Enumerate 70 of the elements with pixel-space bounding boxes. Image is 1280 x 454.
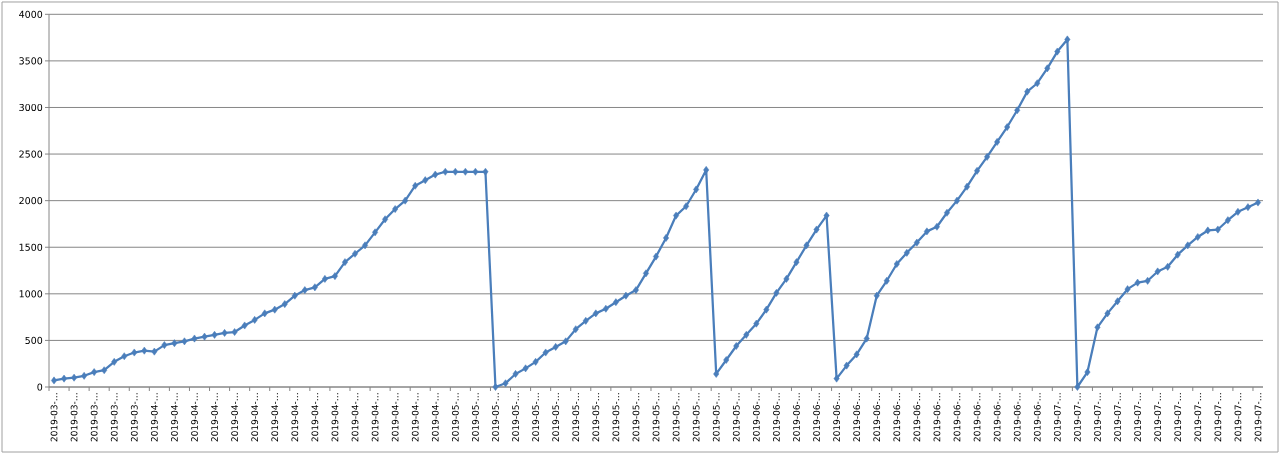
y-tick-label: 1500 [19, 243, 43, 251]
x-tick-label: 2019-05-… [632, 393, 640, 442]
x-tick-label: 2019-03-… [110, 393, 118, 442]
x-tick-label: 2019-04-… [411, 393, 419, 442]
x-tick-label: 2019-07-… [1094, 393, 1101, 442]
x-tick-label: 2019-04-… [231, 393, 239, 442]
x-tick-label: 2019-05-… [472, 393, 479, 442]
x-tick-label: 2019-07-… [1154, 393, 1162, 442]
y-tick-label: 0 [37, 383, 43, 391]
x-tick-label: 2019-06-… [873, 393, 881, 442]
x-tick-label: 2019-05-… [532, 393, 540, 442]
x-tick-label: 2019-06-… [933, 393, 941, 442]
y-tick-label: 1000 [19, 290, 43, 298]
x-tick-label: 2019-06-… [1033, 393, 1041, 442]
x-tick-label: 2019-06-… [893, 393, 901, 442]
x-tick-label: 2019-05-… [552, 393, 560, 442]
x-tick-label: 2019-04-… [311, 393, 319, 442]
x-tick-label: 2019-05-… [652, 393, 660, 442]
x-tick-label: 2019-05-… [732, 393, 740, 442]
x-tick-label: 2019-06-… [913, 393, 921, 442]
x-tick-label: 2019-06-… [752, 393, 760, 442]
x-tick-label: 2019-06-… [853, 393, 861, 442]
x-tick-label: 2019-04-… [331, 393, 339, 442]
x-tick-label: 2019-04-… [150, 393, 158, 442]
x-tick-label: 2019-03-… [50, 393, 58, 442]
y-tick-label: 3500 [19, 57, 43, 65]
x-tick-label: 2019-06-… [993, 393, 1001, 442]
y-tick-label: 4000 [19, 10, 43, 18]
x-tick-label: 2019-07-… [1194, 393, 1202, 442]
x-tick-label: 2019-05-… [712, 393, 720, 442]
x-tick-label: 2019-04-… [251, 393, 259, 442]
y-tick-label: 2500 [19, 150, 43, 158]
x-tick-label: 2019-04-… [431, 393, 439, 442]
x-tick-label: 2019-06-… [793, 393, 800, 442]
x-tick-label: 2019-05-… [612, 393, 620, 442]
y-tick-label: 500 [25, 336, 43, 345]
x-tick-label: 2019-03-… [130, 393, 138, 442]
x-tick-label: 2019-07-… [1114, 393, 1121, 442]
x-tick-label: 2019-04-… [211, 393, 218, 442]
x-tick-label: 2019-06-… [1013, 393, 1021, 442]
x-tick-label: 2019-07-… [1234, 393, 1242, 442]
x-tick-label: 2019-04-… [171, 393, 178, 442]
x-tick-label: 2019-05-… [572, 393, 580, 442]
x-tick-label: 2019-04-… [291, 393, 299, 442]
x-tick-label: 2019-04-… [351, 393, 359, 442]
x-tick-label: 2019-07-… [1214, 393, 1222, 442]
x-tick-label: 2019-04-… [271, 393, 279, 442]
y-tick-label: 3000 [19, 103, 43, 112]
x-tick-label: 2019-05-… [451, 393, 459, 442]
x-tick-label: 2019-07-… [1174, 393, 1182, 442]
x-tick-label: 2019-03-… [70, 393, 78, 442]
x-tick-label: 2019-05-… [592, 393, 600, 442]
x-tick-label: 2019-07-… [1053, 393, 1061, 442]
x-tick-label: 2019-04-… [391, 393, 399, 442]
x-tick-label: 2019-06-… [772, 393, 780, 442]
x-tick-label: 2019-04-… [371, 393, 379, 442]
x-tick-label: 2019-07-… [1254, 393, 1262, 442]
x-tick-label: 2019-04-… [191, 393, 198, 442]
x-tick-label: 2019-07-… [1073, 393, 1081, 442]
x-tick-label: 2019-03-… [90, 393, 98, 442]
x-tick-label: 2019-07-… [1134, 393, 1141, 442]
x-tick-label: 2019-05-… [672, 393, 680, 442]
x-tick-label: 2019-06-… [953, 393, 961, 442]
x-tick-label: 2019-05-… [512, 393, 519, 442]
x-tick-label: 2019-06-… [813, 393, 820, 442]
x-tick-label: 2019-05-… [692, 393, 700, 442]
x-tick-label: 2019-05-… [492, 393, 499, 442]
y-tick-label: 2000 [19, 197, 43, 205]
x-tick-label: 2019-06-… [973, 393, 981, 442]
x-tick-label: 2019-06-… [833, 393, 840, 442]
